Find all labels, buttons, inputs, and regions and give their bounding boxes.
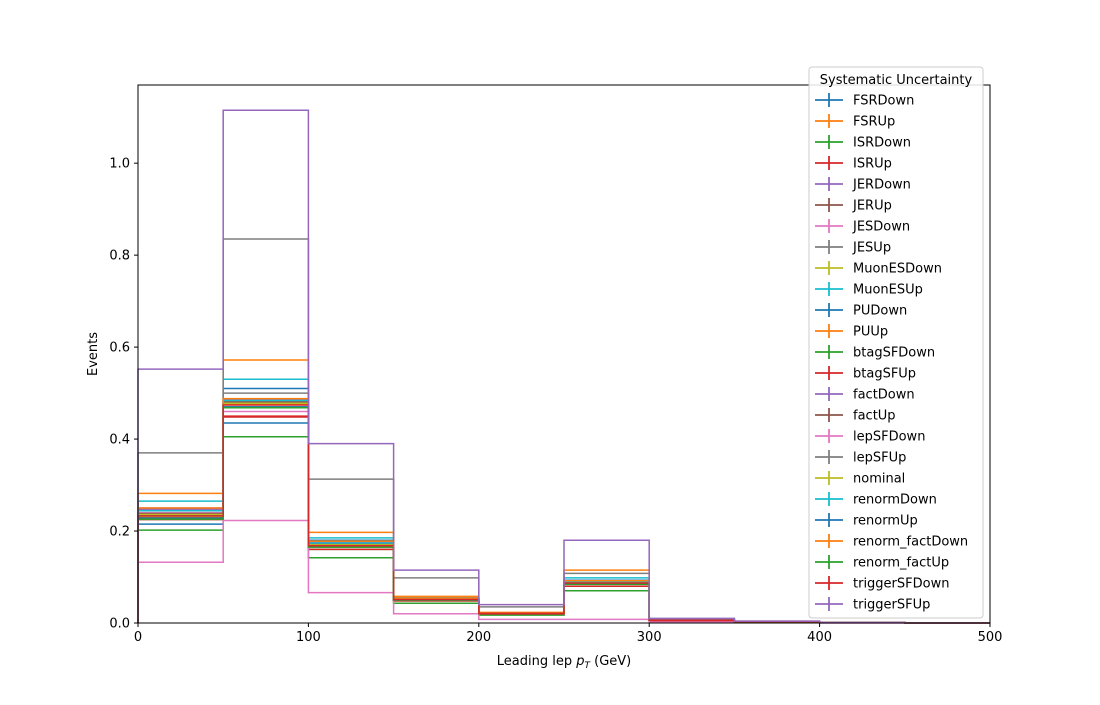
legend-label: lepSFUp xyxy=(853,451,906,466)
legend-label: FSRUp xyxy=(853,115,895,130)
legend-item-JESUp: JESUp xyxy=(815,240,891,256)
legend-label: JESUp xyxy=(852,241,891,256)
y-axis: 0.0 0.2 0.4 0.6 0.8 1.0 xyxy=(109,157,138,632)
x-tick-label: 400 xyxy=(807,630,832,645)
x-axis: 0 100 200 300 400 500 xyxy=(134,623,1003,645)
x-axis-label-sub: T xyxy=(584,661,591,671)
y-tick-label: 0.6 xyxy=(109,341,130,356)
legend-label: btagSFDown xyxy=(853,346,935,361)
legend-label: renorm_factUp xyxy=(853,556,949,571)
series-layer xyxy=(137,109,990,624)
legend-item-lepSFUp: lepSFUp xyxy=(815,450,906,466)
legend-label: PUUp xyxy=(853,325,888,340)
x-axis-label-math: p xyxy=(575,654,584,669)
legend-item-JERUp: JERUp xyxy=(815,198,892,214)
legend-item-JESDown: JESDown xyxy=(815,219,910,235)
legend-label: MuonESDown xyxy=(853,262,942,277)
legend-item-FSRUp: FSRUp xyxy=(815,114,895,130)
legend-item-PUDown: PUDown xyxy=(815,303,907,319)
legend-item-renormDown: renormDown xyxy=(815,492,937,508)
legend-item-ISRDown: ISRDown xyxy=(815,135,911,151)
legend-label: JERDown xyxy=(852,178,911,193)
x-tick-label: 200 xyxy=(466,630,491,645)
legend-label: renormUp xyxy=(853,514,918,529)
legend-item-MuonESDown: MuonESDown xyxy=(815,261,942,277)
legend: Systematic Uncertainty FSRDown FSRUp ISRDo… xyxy=(808,66,984,619)
legend-label: lepSFDown xyxy=(853,430,925,445)
legend-label: renorm_factDown xyxy=(853,535,968,550)
y-tick-label: 0.8 xyxy=(109,249,130,264)
legend-item-btagSFDown: btagSFDown xyxy=(815,345,935,361)
legend-box xyxy=(808,66,984,619)
y-tick-label: 1.0 xyxy=(109,157,130,172)
legend-title: Systematic Uncertainty xyxy=(820,73,973,88)
legend-item-JERDown: JERDown xyxy=(815,177,911,193)
series-line-triggerSFUp xyxy=(137,109,990,624)
x-tick-label: 500 xyxy=(978,630,1003,645)
legend-item-renorm_factDown: renorm_factDown xyxy=(815,534,968,550)
legend-item-ISRUp: ISRUp xyxy=(815,156,892,172)
legend-label: MuonESUp xyxy=(853,283,923,298)
legend-item-renorm_factUp: renorm_factUp xyxy=(815,555,949,571)
legend-label: JERUp xyxy=(852,199,892,214)
y-tick-label: 0.4 xyxy=(109,433,130,448)
y-tick-label: 0.0 xyxy=(109,617,130,632)
x-tick-label: 100 xyxy=(296,630,321,645)
legend-item-factUp: factUp xyxy=(815,408,896,424)
x-axis-label: Leading lep pT (GeV) xyxy=(497,654,631,671)
legend-label: JESDown xyxy=(852,220,910,235)
legend-item-renormUp: renormUp xyxy=(815,513,918,529)
legend-item-lepSFDown: lepSFDown xyxy=(815,429,925,445)
legend-label: triggerSFDown xyxy=(853,577,949,592)
x-tick-label: 0 xyxy=(134,630,142,645)
legend-item-nominal: nominal xyxy=(815,471,905,487)
legend-item-btagSFUp: btagSFUp xyxy=(815,366,916,382)
y-tick-label: 0.2 xyxy=(109,525,130,540)
x-tick-label: 300 xyxy=(637,630,662,645)
legend-item-triggerSFUp: triggerSFUp xyxy=(815,597,930,613)
legend-item-FSRDown: FSRDown xyxy=(815,93,914,109)
legend-item-PUUp: PUUp xyxy=(815,324,888,340)
x-axis-label-unit: (GeV) xyxy=(590,654,631,669)
legend-label: ISRDown xyxy=(853,136,911,151)
legend-label: renormDown xyxy=(853,493,937,508)
legend-label: triggerSFUp xyxy=(853,598,930,613)
legend-label: nominal xyxy=(853,472,905,487)
axes-frame xyxy=(137,84,991,624)
y-axis-label: Events xyxy=(86,332,101,376)
legend-label: btagSFUp xyxy=(853,367,916,382)
legend-label: factDown xyxy=(853,388,915,403)
legend-item-triggerSFDown: triggerSFDown xyxy=(815,576,949,592)
legend-label: ISRUp xyxy=(853,157,892,172)
x-axis-label-main: Leading lep xyxy=(497,654,576,669)
legend-label: PUDown xyxy=(853,304,907,319)
legend-item-factDown: factDown xyxy=(815,387,915,403)
legend-label: factUp xyxy=(853,409,896,424)
legend-item-MuonESUp: MuonESUp xyxy=(815,282,923,298)
legend-label: FSRDown xyxy=(853,94,914,109)
legend-items: FSRDown FSRUp ISRDown ISRUp JERDown JERUp JESD… xyxy=(815,93,968,613)
